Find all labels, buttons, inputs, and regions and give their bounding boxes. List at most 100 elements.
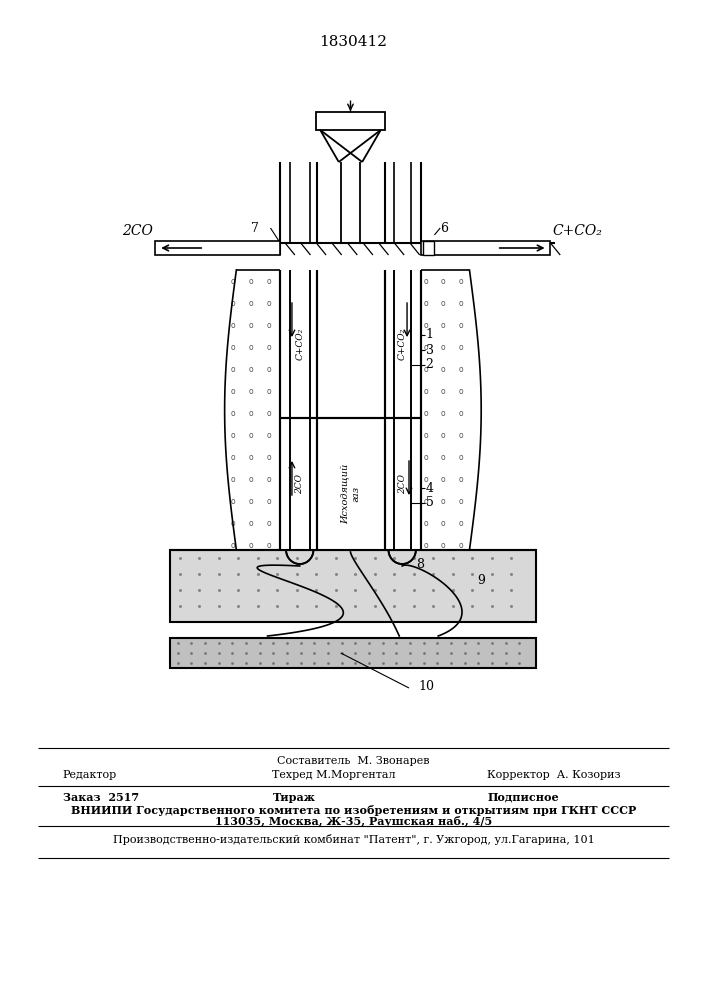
Text: o: o [458,344,463,353]
Text: o: o [423,365,428,374]
Text: o: o [458,410,463,418]
Text: Заказ  2517: Заказ 2517 [63,792,139,803]
Text: C+CO₂: C+CO₂ [296,328,304,360]
Text: o: o [458,497,463,506]
Text: o: o [231,432,235,440]
Text: o: o [267,476,271,485]
Text: o: o [423,497,428,506]
Text: o: o [441,365,445,374]
Text: o: o [249,410,253,418]
Text: 4: 4 [426,482,433,494]
Text: o: o [423,344,428,353]
Text: o: o [249,454,253,462]
Text: o: o [249,387,253,396]
Text: o: o [231,454,235,462]
Text: o: o [231,410,235,418]
Text: o: o [267,520,271,528]
Text: o: o [267,454,271,462]
Text: o: o [249,322,253,330]
Text: o: o [441,387,445,396]
Text: o: o [231,322,235,330]
Text: o: o [249,300,253,308]
Text: o: o [249,277,253,286]
Text: o: o [458,300,463,308]
Text: o: o [458,432,463,440]
Text: 1830412: 1830412 [320,35,387,49]
Bar [421,241,551,255]
Text: Составитель  М. Звонарев: Составитель М. Звонарев [277,756,430,766]
Text: o: o [249,365,253,374]
Text: o: o [249,542,253,550]
Text: o: o [267,497,271,506]
Text: ВНИИПИ Государственного комитета по изобретениям и открытиям при ГКНТ СССР: ВНИИПИ Государственного комитета по изоб… [71,805,636,816]
Text: C+CO₂: C+CO₂ [397,328,407,360]
Text: 2CO: 2CO [296,474,304,494]
Text: Тираж: Тираж [272,792,315,803]
Text: o: o [231,365,235,374]
Text: o: o [441,322,445,330]
Text: o: o [458,365,463,374]
Text: 1: 1 [426,328,433,342]
Text: Техред М.Моргентал: Техред М.Моргентал [272,770,396,780]
Text: Подписное: Подписное [487,792,559,803]
Text: o: o [249,432,253,440]
Text: 6: 6 [440,222,448,234]
Text: 9: 9 [477,574,485,586]
Text: o: o [458,476,463,485]
Text: o: o [231,476,235,485]
Text: 2CO: 2CO [122,224,153,238]
Text: Исходящий
газ: Исходящий газ [341,464,360,524]
Text: o: o [441,410,445,418]
Text: o: o [231,344,235,353]
Text: o: o [458,387,463,396]
Text: o: o [441,300,445,308]
Text: o: o [423,410,428,418]
Text: 2CO: 2CO [397,474,407,494]
Text: o: o [231,300,235,308]
Text: o: o [458,277,463,286]
Bar [170,550,536,622]
Text: o: o [267,542,271,550]
Text: o: o [458,542,463,550]
Text: o: o [423,520,428,528]
Text: 2: 2 [426,359,433,371]
Text: o: o [249,520,253,528]
Text: o: o [231,520,235,528]
Text: o: o [267,365,271,374]
Text: o: o [441,432,445,440]
Text: o: o [423,542,428,550]
Text: o: o [231,387,235,396]
Text: o: o [441,520,445,528]
Text: o: o [267,322,271,330]
Text: o: o [423,277,428,286]
Text: o: o [441,476,445,485]
Text: Производственно-издательский комбинат "Патент", г. Ужгород, ул.Гагарина, 101: Производственно-издательский комбинат "П… [112,834,595,845]
Bar [280,270,421,550]
Text: o: o [267,300,271,308]
Text: Редактор: Редактор [63,770,117,780]
Text: o: o [231,277,235,286]
Text: o: o [458,520,463,528]
Text: o: o [441,542,445,550]
Text: 10: 10 [419,680,435,692]
Bar [156,241,280,255]
Text: o: o [458,322,463,330]
Text: o: o [267,277,271,286]
Text: o: o [249,476,253,485]
Text: o: o [441,344,445,353]
Text: 7: 7 [251,222,259,234]
Bar [316,112,385,130]
Text: o: o [441,277,445,286]
Text: o: o [441,454,445,462]
Text: Корректор  А. Козориз: Корректор А. Козориз [487,770,621,780]
Text: o: o [267,344,271,353]
Text: 5: 5 [426,496,433,510]
Text: o: o [423,476,428,485]
Text: o: o [267,387,271,396]
Text: 8: 8 [416,558,423,571]
Text: o: o [249,344,253,353]
Text: o: o [267,410,271,418]
Text: 3: 3 [426,344,433,357]
Text: o: o [423,432,428,440]
Text: 113035, Москва, Ж-35, Раушская наб., 4/5: 113035, Москва, Ж-35, Раушская наб., 4/5 [215,816,492,827]
